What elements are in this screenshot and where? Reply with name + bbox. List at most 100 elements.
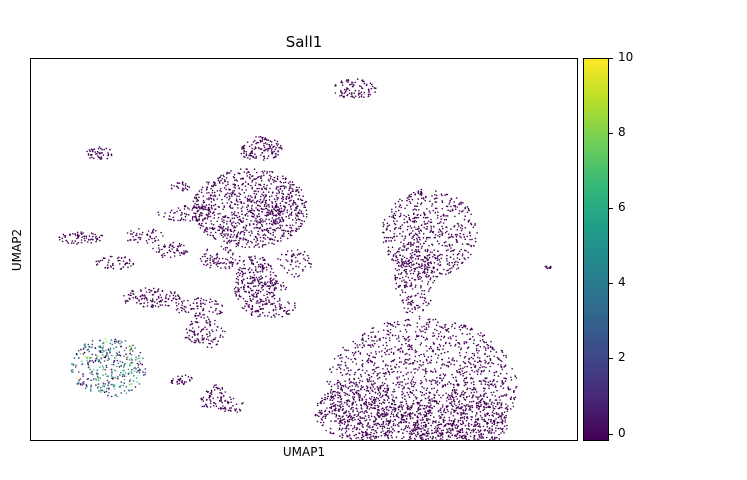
cell-point bbox=[436, 197, 438, 199]
cell-point bbox=[352, 85, 354, 88]
cell-point bbox=[263, 267, 265, 269]
cell-point bbox=[397, 209, 400, 212]
cell-point bbox=[463, 384, 466, 387]
cell-point bbox=[493, 412, 495, 415]
cell-point bbox=[353, 373, 356, 376]
cell-point bbox=[417, 304, 419, 307]
cell-point bbox=[412, 260, 414, 262]
cell-point bbox=[426, 405, 429, 407]
cell-point bbox=[395, 413, 398, 416]
cell-point bbox=[297, 215, 299, 218]
cell-point bbox=[330, 371, 333, 373]
cell-point bbox=[257, 281, 260, 283]
cell-point bbox=[409, 362, 412, 365]
cell-point bbox=[410, 383, 413, 385]
cell-point bbox=[390, 430, 392, 433]
cell-point bbox=[513, 390, 515, 392]
cell-point bbox=[505, 393, 508, 396]
cell-point bbox=[428, 410, 431, 412]
cell-point bbox=[463, 380, 465, 382]
cell-point bbox=[392, 217, 395, 219]
cell-point bbox=[470, 245, 473, 248]
cell-point bbox=[269, 291, 271, 294]
cell-point bbox=[465, 404, 468, 406]
cell-point bbox=[401, 261, 404, 264]
cell-point bbox=[429, 299, 432, 302]
cell-point bbox=[249, 282, 251, 285]
cell-point bbox=[458, 252, 460, 255]
cell-point bbox=[266, 157, 269, 160]
cell-point bbox=[229, 219, 232, 221]
cell-point bbox=[289, 184, 292, 186]
cell-point bbox=[232, 231, 235, 233]
cell-point bbox=[467, 251, 469, 254]
cell-point bbox=[463, 257, 465, 259]
cell-point bbox=[239, 198, 241, 201]
cell-point bbox=[431, 400, 434, 403]
cell-point bbox=[284, 201, 287, 204]
cell-point bbox=[423, 266, 426, 268]
cell-point bbox=[270, 209, 273, 212]
cell-point bbox=[489, 430, 491, 432]
cell-point bbox=[248, 231, 250, 234]
cell-point bbox=[300, 210, 303, 213]
cell-point bbox=[229, 188, 232, 191]
cell-point bbox=[450, 398, 452, 401]
cell-point bbox=[263, 183, 265, 186]
cell-point bbox=[450, 432, 452, 435]
cell-point bbox=[493, 423, 496, 426]
cell-point bbox=[502, 420, 504, 422]
cell-point bbox=[324, 410, 326, 413]
cell-point bbox=[422, 308, 424, 311]
cell-point bbox=[413, 421, 415, 424]
cell-point bbox=[361, 423, 364, 426]
cell-point bbox=[302, 195, 304, 197]
cell-point bbox=[386, 325, 389, 327]
cell-point bbox=[409, 310, 411, 312]
cell-point bbox=[210, 223, 213, 225]
cell-point bbox=[413, 238, 415, 241]
cell-point bbox=[245, 206, 248, 209]
cell-point bbox=[61, 237, 64, 240]
cell-point bbox=[471, 388, 474, 391]
cell-point bbox=[330, 406, 333, 408]
cell-point bbox=[368, 355, 371, 357]
cell-point bbox=[481, 338, 484, 341]
cell-point bbox=[81, 236, 83, 238]
cell-point bbox=[428, 361, 431, 364]
cell-point bbox=[399, 410, 402, 413]
cell-point bbox=[294, 217, 297, 219]
cell-point bbox=[459, 235, 461, 238]
cell-point bbox=[367, 374, 370, 376]
cell-point bbox=[354, 347, 357, 349]
cell-point bbox=[237, 279, 240, 281]
cell-point bbox=[464, 366, 466, 368]
cell-point bbox=[407, 260, 409, 263]
cell-point bbox=[481, 416, 483, 419]
cell-point bbox=[276, 140, 279, 143]
cell-point bbox=[456, 370, 458, 372]
cell-point bbox=[257, 176, 260, 178]
cell-point bbox=[358, 92, 360, 95]
cell-point bbox=[250, 300, 253, 302]
cell-point bbox=[367, 337, 370, 340]
cell-point bbox=[440, 429, 443, 432]
cell-point bbox=[405, 263, 408, 265]
cell-point bbox=[458, 203, 461, 206]
cell-point bbox=[462, 209, 464, 212]
cell-point bbox=[403, 256, 406, 259]
cell-point bbox=[477, 343, 480, 346]
cell-point bbox=[102, 154, 105, 156]
cell-point bbox=[401, 260, 403, 262]
cell-point bbox=[424, 331, 427, 334]
cell-point bbox=[411, 347, 413, 349]
cell-point bbox=[243, 286, 245, 289]
cell-point bbox=[434, 430, 437, 432]
cell-point bbox=[502, 427, 504, 430]
cell-point bbox=[424, 199, 427, 202]
cell-point bbox=[470, 366, 473, 369]
cell-point bbox=[341, 84, 344, 86]
cell-point bbox=[439, 233, 441, 236]
cell-point bbox=[388, 249, 390, 252]
cell-point bbox=[443, 218, 446, 221]
